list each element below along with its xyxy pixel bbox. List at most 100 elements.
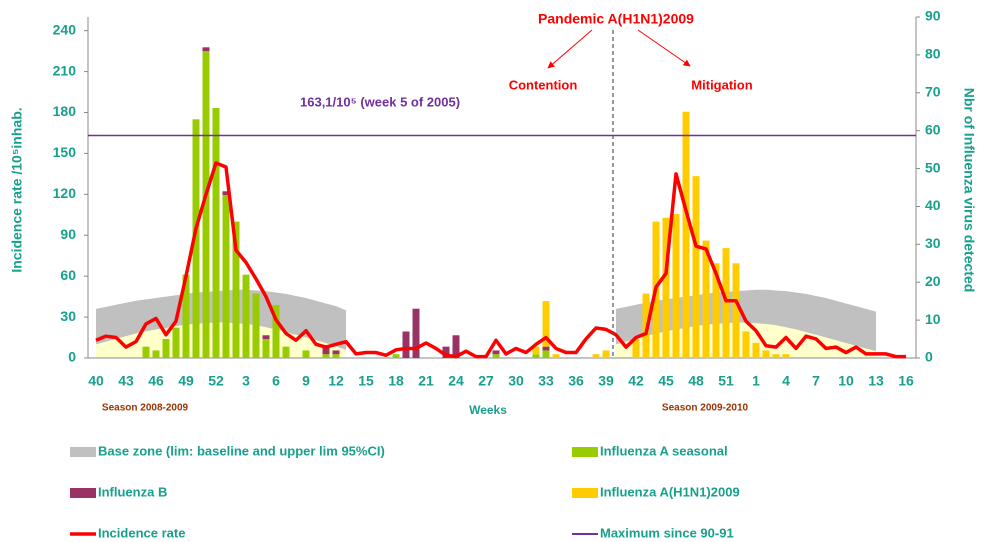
bar: [442, 346, 450, 358]
y-tick-label: 180: [53, 103, 77, 119]
legend-label: Influenza B: [98, 484, 167, 499]
bar: [262, 335, 270, 340]
arrow: [547, 29, 593, 69]
bar: [182, 274, 190, 358]
x-tick-label: 13: [868, 373, 884, 389]
bar: [722, 248, 730, 358]
bar: [552, 354, 560, 358]
legend-label: Influenza A seasonal: [600, 443, 728, 458]
bar: [282, 346, 290, 358]
legend-label: Maximum since 90-91: [600, 525, 734, 540]
x-tick-label: 6: [272, 373, 280, 389]
bar: [532, 354, 540, 358]
x-tick-label: 1: [752, 373, 760, 389]
bar: [412, 308, 420, 358]
x-tick-label: 45: [658, 373, 674, 389]
x-tick-label: 21: [418, 373, 434, 389]
bar: [202, 47, 210, 52]
y2-tick-label: 90: [925, 8, 941, 24]
x-tick-label: 33: [538, 373, 554, 389]
y2-tick-label: 50: [925, 159, 941, 175]
x-tick-label: 52: [208, 373, 224, 389]
x-tick-label: 18: [388, 373, 404, 389]
x-tick-label: 4: [782, 373, 790, 389]
x-tick-label: 30: [508, 373, 524, 389]
bar: [322, 354, 330, 358]
pandemic-label: Pandemic A(H1N1)2009: [538, 11, 694, 27]
bar: [222, 191, 230, 196]
bar: [702, 240, 710, 358]
plot-area: 0 30 60 90 120 150 180 210 240 0 10 20 30 40 50 60 70 80 9…: [53, 8, 941, 389]
y2-tick-label: 40: [925, 197, 941, 213]
bar: [322, 346, 330, 355]
y2-tick-label: 10: [925, 311, 941, 327]
bar: [252, 293, 260, 358]
contention-label: Contention: [509, 77, 578, 92]
bar: [302, 350, 310, 358]
y2-tick-label: 30: [925, 235, 941, 251]
bar: [712, 263, 720, 358]
bar: [542, 346, 550, 351]
bar: [452, 335, 460, 358]
x-tick-label: 24: [448, 373, 464, 389]
bar: [202, 51, 210, 358]
y2-axis-title: Nbr of Influenza virus detected: [961, 88, 977, 293]
x-tick-label: 48: [688, 373, 704, 389]
bar: [782, 354, 790, 358]
mitigation-label: Mitigation: [691, 77, 752, 92]
legend-swatch: [70, 488, 96, 498]
legend-label: Base zone (lim: baseline and upper lim 9…: [98, 443, 385, 458]
bar: [662, 217, 670, 358]
x-tick-label: 10: [838, 373, 854, 389]
bar: [752, 342, 760, 358]
y-tick-label: 0: [68, 349, 76, 365]
incidence-line: [95, 161, 906, 359]
y2-tick-label: 60: [925, 121, 941, 137]
season-label: Season 2009-2010: [662, 403, 749, 414]
bar: [222, 195, 230, 358]
bar: [152, 350, 160, 358]
legend-label: Influenza A(H1N1)2009: [600, 484, 740, 499]
x-tick-label: 46: [148, 373, 164, 389]
y2-tick-label: 20: [925, 273, 941, 289]
x-tick-label: 49: [178, 373, 194, 389]
bar: [262, 339, 270, 358]
bar: [242, 274, 250, 358]
bar: [772, 354, 780, 358]
bar: [162, 339, 170, 358]
y-tick-label: 120: [53, 185, 77, 201]
bar: [692, 176, 700, 358]
bar: [542, 350, 550, 358]
y-tick-label: 210: [53, 62, 77, 78]
bar: [492, 350, 500, 355]
bar: [602, 350, 610, 358]
x-tick-label: 7: [812, 373, 820, 389]
bar: [332, 350, 340, 355]
legend-label: Incidence rate: [98, 525, 185, 540]
x-tick-label: 36: [568, 373, 584, 389]
bar: [542, 301, 550, 347]
bar: [402, 331, 410, 358]
x-tick-label: 51: [718, 373, 734, 389]
x-tick-label: 27: [478, 373, 494, 389]
x-tick-label: 40: [88, 373, 104, 389]
bar: [192, 119, 200, 358]
x-tick-label: 9: [302, 373, 310, 389]
bar: [392, 354, 400, 358]
bar: [212, 107, 220, 358]
legend-swatch: [572, 447, 598, 457]
legend-swatch: [70, 447, 96, 457]
y-axis-title: Incidence rate /10⁵inhab.: [9, 107, 25, 272]
y2-tick-label: 0: [925, 349, 933, 365]
legend-swatch: [572, 488, 598, 498]
bar: [492, 354, 500, 358]
bar: [232, 221, 240, 358]
x-tick-label: 39: [598, 373, 614, 389]
bar: [272, 304, 280, 358]
x-tick-label: 12: [328, 373, 344, 389]
bar: [532, 346, 540, 355]
y2-tick-label: 70: [925, 83, 941, 99]
bar: [142, 346, 150, 358]
bar: [332, 354, 340, 358]
